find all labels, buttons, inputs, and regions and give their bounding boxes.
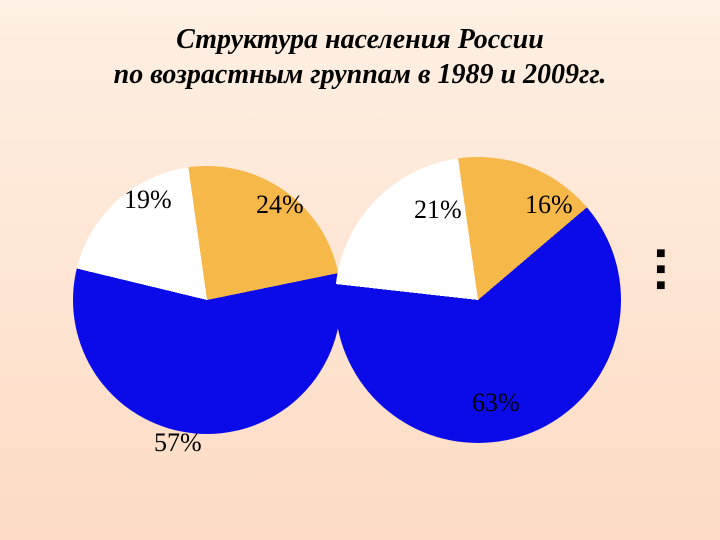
- chart-title: Структура населения России по возрастным…: [0, 0, 720, 92]
- slice-label-16: 16%: [525, 190, 573, 220]
- charts-area: 19% 24% 57% 21% 16% 63% ■ ■ ■: [0, 130, 720, 510]
- legend-marker: ■: [656, 248, 666, 260]
- title-line-1: Структура населения России: [0, 22, 720, 57]
- title-line-2: по возрастным группам в 1989 и 2009гг.: [0, 57, 720, 92]
- legend-marker: ■: [656, 280, 666, 292]
- legend-marker: ■: [656, 264, 666, 276]
- slice-label-24: 24%: [256, 190, 304, 220]
- slice-label-19: 19%: [124, 185, 172, 215]
- slice-label-21: 21%: [414, 195, 462, 225]
- slice-label-57: 57%: [154, 428, 202, 458]
- slice-label-63: 63%: [472, 388, 520, 418]
